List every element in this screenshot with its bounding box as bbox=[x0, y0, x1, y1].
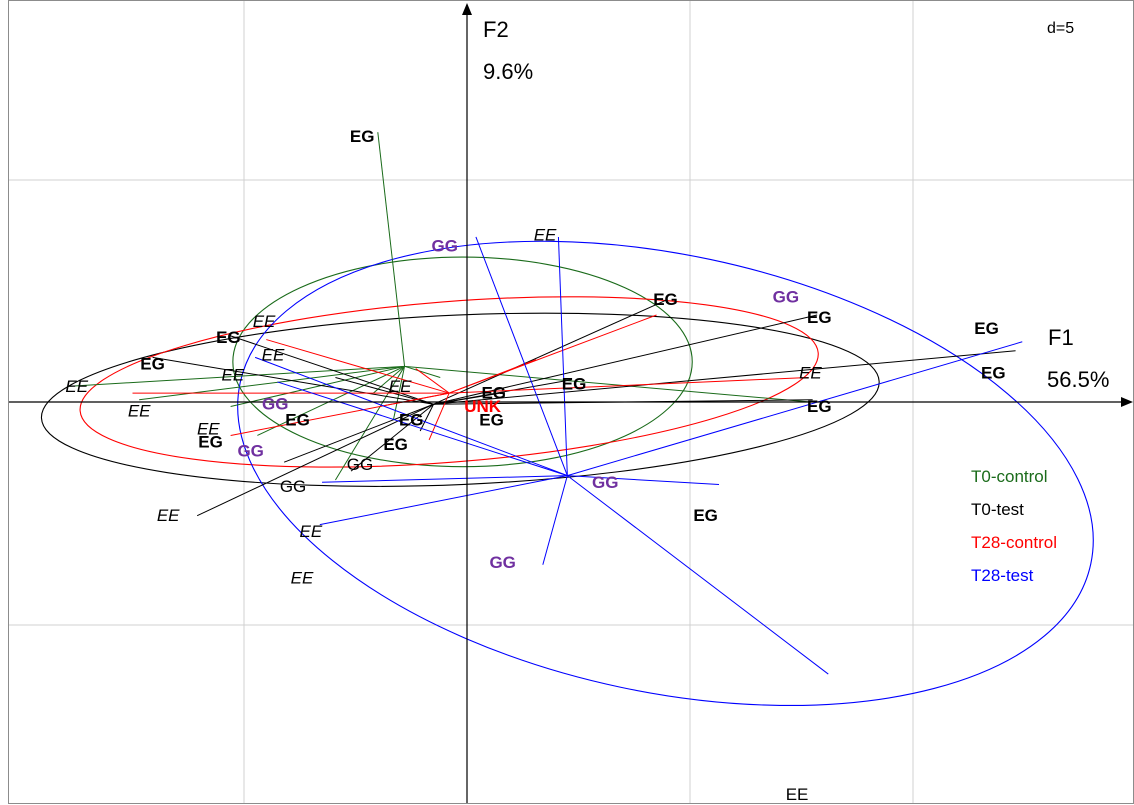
legend: T0-control T0-test T28-control T28-test bbox=[971, 467, 1057, 585]
star-segment-t28-test-3 bbox=[567, 475, 720, 486]
legend-item-t28-control: T28-control bbox=[971, 533, 1057, 552]
star-segment-t28-control-6 bbox=[449, 376, 809, 394]
star-segment-t28-test-7 bbox=[322, 475, 568, 483]
inertia-ellipses bbox=[40, 240, 1094, 707]
star-segment-t0-control-3 bbox=[230, 365, 405, 407]
star-segment-t28-test-1 bbox=[557, 236, 568, 476]
x-axis-label: F1 bbox=[1048, 325, 1074, 350]
star-segment-t0-test-8 bbox=[433, 379, 572, 405]
star-segment-t28-test-6 bbox=[319, 475, 568, 526]
point-label-gg-34: GG bbox=[237, 442, 263, 461]
star-segment-t0-control-2 bbox=[139, 365, 405, 401]
point-label-unk-37: UNK bbox=[464, 397, 502, 416]
point-labels: EGEGEGEGEGEGEGEGEGEGEGEGEGEGEGEGEEEEEEEE… bbox=[65, 127, 1005, 804]
point-label-eg-3: EG bbox=[285, 410, 310, 429]
point-label-eg-1: EG bbox=[216, 328, 241, 347]
point-label-eg-13: EG bbox=[974, 319, 999, 338]
star-segment-t0-test-11 bbox=[433, 350, 1016, 405]
point-label-ee-27: EE bbox=[291, 569, 314, 588]
star-segment-t28-test-2 bbox=[542, 475, 568, 565]
star-segment-t0-control-4 bbox=[257, 365, 405, 436]
ellipse-t0-control bbox=[232, 256, 693, 468]
star-segment-t0-test-4 bbox=[283, 403, 434, 463]
star-segment-t0-test-6 bbox=[419, 404, 434, 432]
point-label-eg-4: EG bbox=[198, 433, 223, 452]
star-segment-t0-test-3 bbox=[196, 403, 434, 517]
star-segment-t0-test-5 bbox=[350, 403, 434, 472]
star-segment-t28-test-4 bbox=[567, 475, 829, 675]
point-label-eg-8: EG bbox=[479, 410, 504, 429]
axes bbox=[9, 3, 1133, 803]
point-label-gg-33: GG bbox=[262, 395, 288, 414]
point-label-ee-28: EE bbox=[786, 785, 809, 804]
point-label-eg-9: EG bbox=[562, 375, 587, 394]
star-segment-t0-control-1 bbox=[67, 365, 405, 387]
point-label-eg-10: EG bbox=[653, 290, 678, 309]
point-label-gg-31: GG bbox=[431, 236, 457, 255]
point-label-eg-11: EG bbox=[807, 308, 832, 327]
star-segment-t0-control-9 bbox=[404, 365, 811, 403]
point-label-eg-2: EG bbox=[140, 355, 165, 374]
point-label-ee-21: EE bbox=[197, 419, 220, 438]
star-segment-t28-test-9 bbox=[277, 381, 568, 477]
star-segment-t28-test-8 bbox=[254, 356, 568, 477]
ellipse-t28-test bbox=[237, 240, 1094, 707]
point-label-ee-20: EE bbox=[128, 401, 151, 420]
point-label-ee-24: EE bbox=[799, 364, 822, 383]
scale-label: d=5 bbox=[1047, 20, 1074, 37]
y-axis-label: F2 bbox=[483, 17, 509, 42]
ellipse-t28-control bbox=[79, 296, 819, 468]
legend-item-t0-test: T0-test bbox=[971, 500, 1024, 519]
legend-item-t28-test: T28-test bbox=[971, 566, 1034, 585]
star-segment-t28-control-5 bbox=[448, 314, 657, 394]
star-segment-t0-test-9 bbox=[433, 298, 668, 405]
star-segment-t0-control-5 bbox=[335, 366, 405, 481]
star-segment-t28-control-8 bbox=[428, 392, 450, 441]
point-label-ee-25: EE bbox=[157, 506, 180, 525]
point-label-eg-7: EG bbox=[481, 384, 506, 403]
star-segments bbox=[67, 132, 1023, 675]
legend-item-t0-control: T0-control bbox=[971, 467, 1048, 486]
star-segment-t28-test-0 bbox=[475, 236, 568, 476]
point-label-eg-5: EG bbox=[399, 410, 424, 429]
star-segment-t28-control-2 bbox=[266, 339, 450, 394]
x-axis-arrowhead bbox=[1121, 397, 1133, 407]
x-axis-percentage: 56.5% bbox=[1047, 367, 1109, 392]
point-label-gg-35: GG bbox=[592, 473, 618, 492]
star-segment-t28-control-3 bbox=[415, 368, 450, 394]
grid-lines bbox=[9, 1, 1133, 803]
point-label-ee-16: EE bbox=[253, 312, 276, 331]
star-segment-t0-control-0 bbox=[377, 132, 406, 367]
point-label-gg-29: GG bbox=[347, 455, 373, 474]
point-label-ee-18: EE bbox=[222, 366, 245, 385]
point-label-ee-22: EE bbox=[389, 377, 412, 396]
point-label-ee-17: EE bbox=[262, 346, 285, 365]
point-label-gg-30: GG bbox=[280, 477, 306, 496]
star-segment-t0-test-10 bbox=[433, 314, 818, 405]
point-label-ee-23: EE bbox=[534, 225, 557, 244]
point-label-eg-14: EG bbox=[981, 364, 1006, 383]
star-segment-t28-test-5 bbox=[567, 341, 1023, 477]
point-label-eg-6: EG bbox=[383, 435, 408, 454]
point-label-eg-15: EG bbox=[693, 506, 718, 525]
point-label-ee-19: EE bbox=[65, 377, 88, 396]
point-label-gg-36: GG bbox=[489, 553, 515, 572]
point-label-ee-26: EE bbox=[300, 522, 323, 541]
point-label-gg-32: GG bbox=[773, 288, 799, 307]
point-label-eg-12: EG bbox=[807, 397, 832, 416]
star-segment-t0-control-7 bbox=[404, 365, 441, 378]
star-segment-t0-control-8 bbox=[373, 365, 405, 394]
star-segment-t0-test-0 bbox=[152, 356, 434, 405]
point-label-eg-0: EG bbox=[350, 127, 375, 146]
y-axis-arrowhead bbox=[462, 3, 472, 15]
y-axis-percentage: 9.6% bbox=[483, 59, 533, 84]
ellipse-t0-test bbox=[40, 312, 880, 487]
star-segment-t28-control-7 bbox=[379, 392, 450, 407]
